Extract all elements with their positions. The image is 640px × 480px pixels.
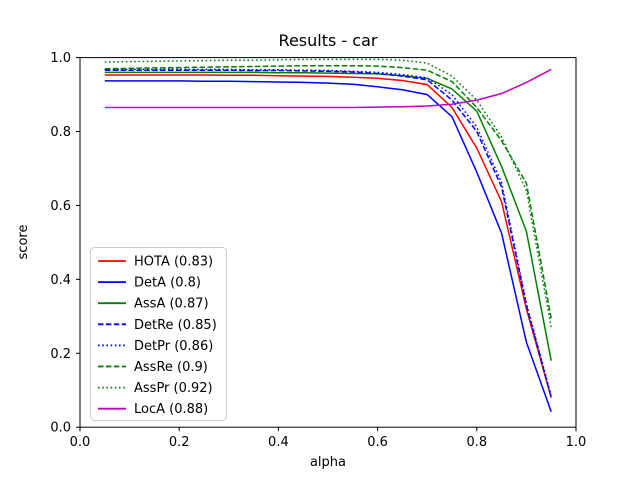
x-tick-label: 0.4 xyxy=(268,435,289,450)
legend-entry-DetA: DetA (0.8) xyxy=(98,276,201,291)
x-tick-label: 0.6 xyxy=(367,435,388,450)
legend-label-AssA: AssA (0.87) xyxy=(134,297,209,312)
legend-entry-DetRe: DetRe (0.85) xyxy=(98,318,217,333)
legend-label-HOTA: HOTA (0.83) xyxy=(134,255,213,270)
y-tick-label: 0.4 xyxy=(50,273,71,288)
series-line-HOTA xyxy=(104,74,552,398)
series-line-DetPr xyxy=(104,68,552,396)
plot-area xyxy=(79,57,577,428)
series-lines xyxy=(104,58,552,412)
x-axis-label: alpha xyxy=(310,455,346,470)
x-tick-label: 1.0 xyxy=(566,435,587,450)
y-tick-label: 0.6 xyxy=(50,199,71,214)
legend-label-LocA: LocA (0.88) xyxy=(134,402,208,417)
legend-label-AssRe: AssRe (0.9) xyxy=(134,360,208,375)
x-ticks: 0.0 0.2 0.4 0.6 0.8 1.0 xyxy=(70,427,587,450)
legend-entry-LocA: LocA (0.88) xyxy=(98,402,208,417)
y-axis-label: score xyxy=(16,225,31,260)
legend-entry-DetPr: DetPr (0.86) xyxy=(98,339,213,354)
legend-entry-AssPr: AssPr (0.92) xyxy=(98,381,213,396)
series-line-DetRe xyxy=(104,69,552,398)
y-tick-label: 1.0 xyxy=(50,51,71,66)
legend-label-DetRe: DetRe (0.85) xyxy=(134,318,217,333)
legend-box xyxy=(90,247,227,421)
x-tick-label: 0.0 xyxy=(70,435,91,450)
legend-label-DetPr: DetPr (0.86) xyxy=(134,339,213,354)
y-ticks: 0.0 0.2 0.4 0.6 0.8 1.0 xyxy=(50,51,80,436)
legend-entry-AssRe: AssRe (0.9) xyxy=(98,360,208,375)
chart-title: Results - car xyxy=(279,31,378,50)
series-line-AssRe xyxy=(104,64,552,319)
y-tick-label: 0.2 xyxy=(50,347,71,362)
series-line-DetA xyxy=(104,80,552,412)
series-line-LocA xyxy=(104,68,552,109)
legend: HOTA (0.83) DetA (0.8) AssA (0.87) DetRe (0… xyxy=(90,247,227,421)
y-tick-label: 0.0 xyxy=(50,421,71,436)
y-tick-label: 0.8 xyxy=(50,125,71,140)
legend-entry-AssA: AssA (0.87) xyxy=(98,297,209,312)
legend-label-DetA: DetA (0.8) xyxy=(134,276,201,291)
x-tick-label: 0.8 xyxy=(466,435,487,450)
legend-entry-HOTA: HOTA (0.83) xyxy=(98,255,213,270)
x-tick-label: 0.2 xyxy=(169,435,190,450)
series-line-AssPr xyxy=(104,58,552,328)
series-line-AssA xyxy=(104,71,552,361)
legend-label-AssPr: AssPr (0.92) xyxy=(134,381,213,396)
